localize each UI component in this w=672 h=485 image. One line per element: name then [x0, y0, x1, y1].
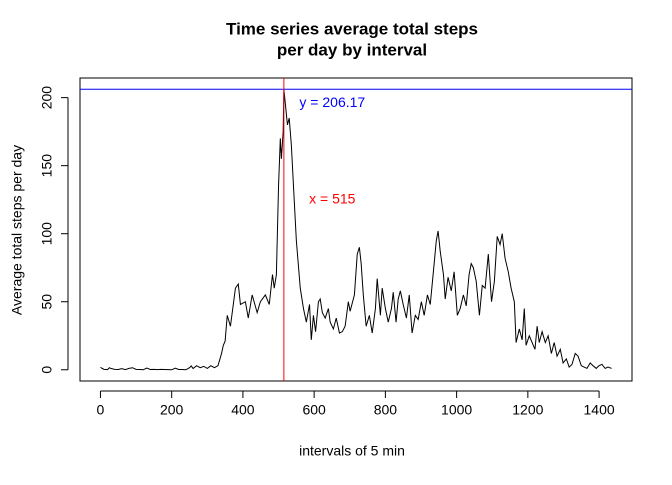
y-tick-label: 200 [39, 86, 55, 110]
y-tick-label: 100 [39, 222, 55, 246]
x-tick-label: 200 [160, 402, 184, 418]
annotation: y = 206.17 [299, 94, 365, 110]
x-tick-label: 1200 [512, 402, 543, 418]
x-tick-label: 1400 [584, 402, 615, 418]
chart-title: per day by interval [277, 40, 427, 59]
y-axis-label: Average total steps per day [9, 145, 25, 315]
plot-box [79, 77, 633, 382]
y-tick-label: 0 [39, 366, 55, 374]
line-series [100, 89, 612, 371]
y-tick-label: 150 [39, 154, 55, 178]
x-tick-label: 1000 [441, 402, 472, 418]
chart-title: Time series average total steps [226, 19, 478, 38]
x-tick-label: 400 [231, 402, 255, 418]
x-tick-label: 0 [97, 402, 105, 418]
y-tick-label: 50 [39, 294, 55, 310]
x-tick-label: 600 [302, 402, 326, 418]
annotation: x = 515 [309, 190, 356, 206]
x-tick-label: 800 [374, 402, 398, 418]
x-axis-label: intervals of 5 min [299, 443, 405, 459]
